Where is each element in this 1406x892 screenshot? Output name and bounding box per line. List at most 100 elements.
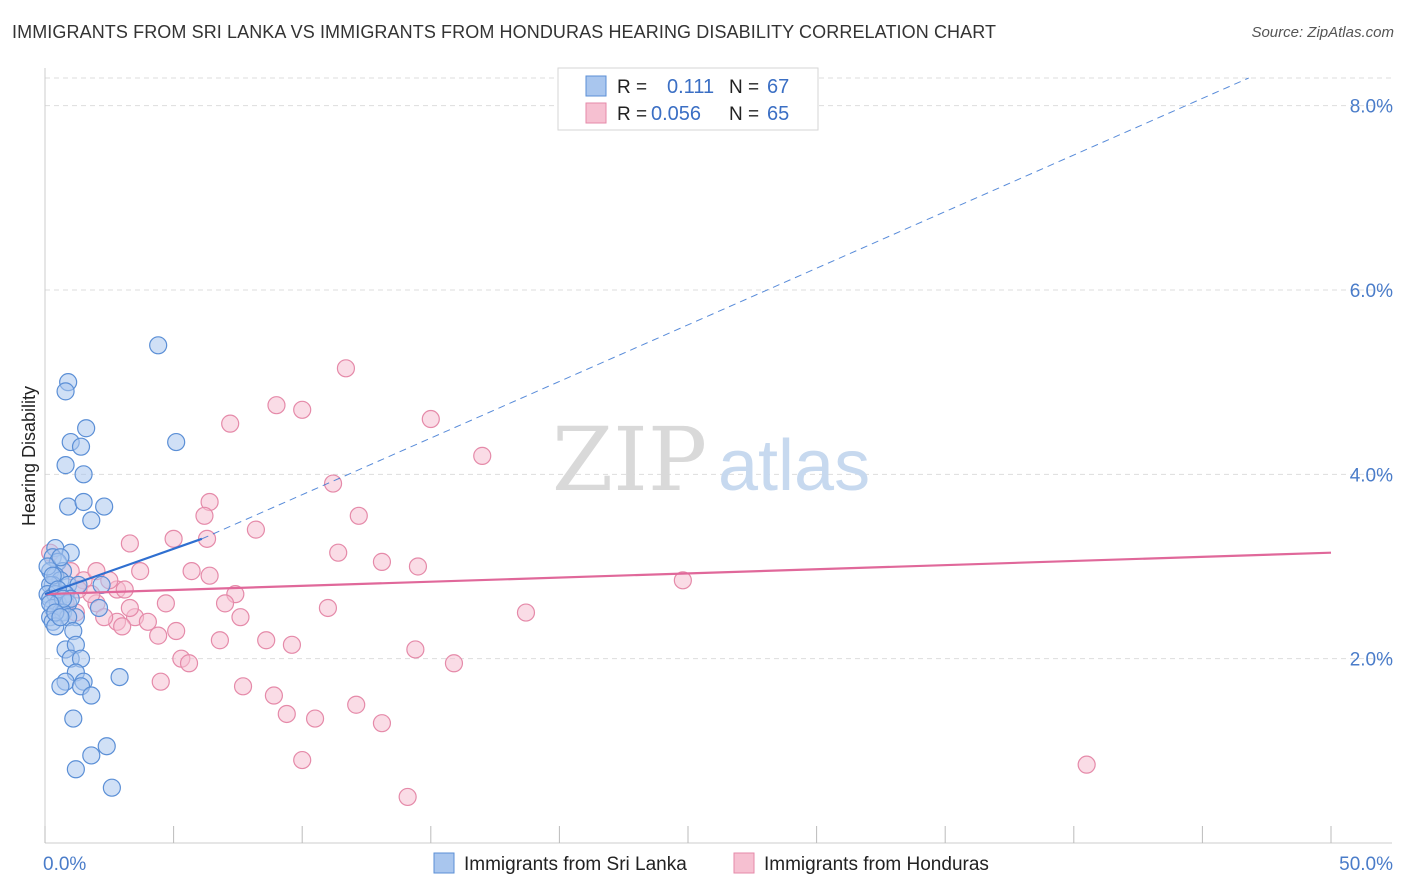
watermark-zip: ZIP [552,408,707,511]
honduras-point [120,534,139,553]
honduras-point [156,594,175,613]
watermark: ZIP atlas [552,408,870,511]
honduras-point [215,594,235,613]
legend-honduras-swatch [585,102,607,124]
y-tick-label: 6.0% [1350,281,1393,302]
sri-lanka-point [51,677,70,696]
sri-lanka-point [110,667,129,687]
honduras-point [277,704,296,724]
sri-lanka-point [74,492,93,512]
honduras-point [221,414,240,433]
honduras-point [179,654,199,673]
y-tick-label: 2.0% [1350,650,1393,671]
legend-stats: R = 0.111 N = 67 R = 0.056 N = 65 [557,67,819,131]
honduras-point [318,598,338,618]
sri-lanka-point [82,686,101,705]
honduras-point [421,409,440,429]
honduras-point [329,543,348,562]
honduras-point [231,608,250,627]
honduras-point [131,562,150,581]
honduras-point [305,709,325,728]
honduras-point [264,686,284,705]
tick-labels: 2.0% 4.0% 6.0% 8.0% 0.0% 50.0% [43,97,1393,875]
y-tick-label: 8.0% [1350,97,1393,118]
sri-lanka-point [82,511,101,530]
sri-lanka-point [51,608,70,627]
sri-lanka-point [66,760,85,779]
legend-bottom-honduras-swatch [733,852,755,874]
honduras-point [349,506,368,525]
honduras-point [293,400,312,419]
sri-lanka-point [51,548,70,567]
sri-lanka-point [64,709,83,728]
sri-lanka-point [102,778,121,797]
honduras-point [246,520,266,539]
honduras-point [197,529,217,548]
sri-lanka-point [89,598,109,618]
honduras-point [444,654,464,673]
legend-bottom-sri-lanka-swatch [433,852,455,874]
sri-lanka-point [82,746,101,765]
sri-lanka-point [92,575,111,595]
honduras-point [210,631,229,650]
x-tick-label: 0.0% [43,854,86,875]
honduras-point [347,695,366,714]
chart-source: Source: ZipAtlas.com [1251,24,1394,41]
y-tick-label: 4.0% [1350,465,1393,486]
trendlines [44,77,1332,596]
honduras-point [257,631,276,650]
honduras-point [408,557,428,576]
honduras-point [516,603,536,622]
sri-lanka-trendline [44,537,203,596]
honduras-point [282,635,302,654]
sri-lanka-trendline-extension [201,77,1249,540]
legend-sri-lanka-swatch [585,75,607,97]
honduras-point [473,446,492,465]
legend-sri-lanka-n-label: N = [729,77,759,98]
honduras-point [167,621,186,641]
sri-lanka-point [56,382,75,401]
series-sri-lanka-points [38,336,186,797]
honduras-point [182,562,201,581]
y-axis-title: Hearing Disability [19,386,39,526]
honduras-point [195,506,214,525]
honduras-point [151,672,170,691]
legend-sri-lanka-n-value: 67 [767,76,789,98]
honduras-point [372,552,392,571]
chart-title: IMMIGRANTS FROM SRI LANKA VS IMMIGRANTS … [12,22,997,42]
sri-lanka-point [97,737,116,756]
legend-honduras-r-label: R = [617,104,647,125]
honduras-point [164,529,183,548]
sri-lanka-point [56,456,75,475]
legend-honduras-n-label: N = [729,104,759,125]
honduras-point [113,617,132,636]
legend-series: Immigrants from Sri Lanka Immigrants fro… [433,852,989,875]
honduras-point [267,396,286,415]
honduras-point [398,787,417,807]
sri-lanka-point [149,336,168,355]
honduras-point [293,750,312,770]
honduras-point [115,580,134,599]
honduras-point [1077,755,1096,774]
x-tick-label: 50.0% [1339,854,1393,875]
honduras-point [200,566,219,585]
sri-lanka-point [71,437,91,456]
honduras-point [673,571,692,590]
sri-lanka-point [74,465,93,484]
legend-bottom-honduras-label: Immigrants from Honduras [764,854,989,875]
honduras-trendline [44,551,1332,596]
sri-lanka-point [95,497,114,516]
honduras-point [149,626,168,645]
honduras-point [138,612,157,631]
axes [44,68,1392,844]
watermark-atlas: atlas [718,426,870,506]
honduras-point [233,677,253,696]
legend-honduras-n-value: 65 [767,103,789,125]
honduras-point [336,359,356,378]
sri-lanka-point [59,497,78,516]
legend-sri-lanka-r-value: 0.111 [667,76,714,98]
honduras-point [372,714,392,733]
honduras-point [406,640,425,659]
sri-lanka-point [167,432,186,452]
